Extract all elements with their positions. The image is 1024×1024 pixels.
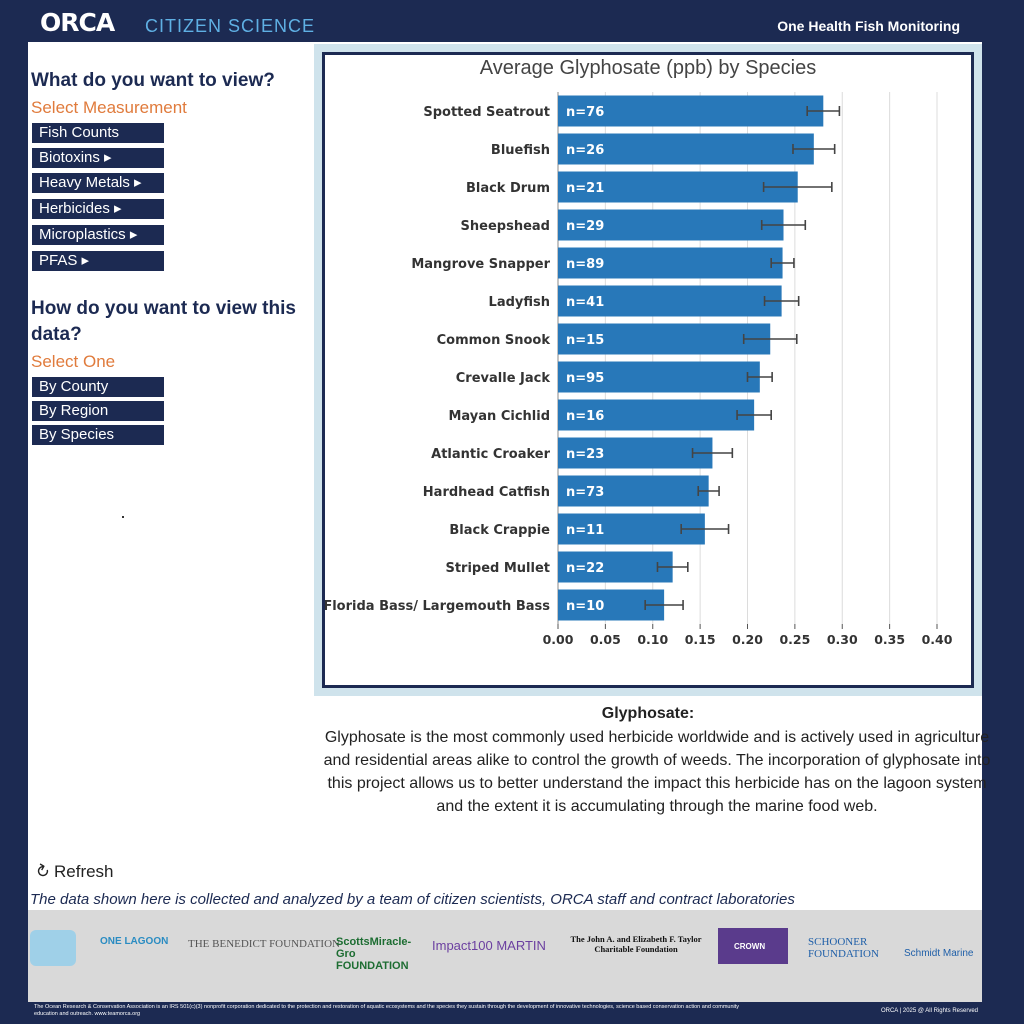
bar [558,361,760,393]
category-label: Mangrove Snapper [411,257,550,272]
bar [558,285,782,317]
category-label: Striped Mullet [445,561,550,576]
description-text: Glyphosate is the most commonly used her… [323,729,991,815]
refresh-label: Refresh [53,862,114,881]
stray-dot [122,516,124,518]
category-label: Ladyfish [489,295,550,310]
data-label: n=10 [566,599,604,614]
view-by-county[interactable]: By County [32,377,164,397]
category-label: Bluefish [491,143,550,158]
bar [558,133,814,165]
sponsor-taylor: The John A. and Elizabeth F. Taylor Char… [570,934,702,954]
bar [558,475,709,507]
data-label: n=41 [566,295,604,310]
refresh-icon: ↻ [31,859,54,884]
sponsor-benedict: THE BENEDICT FOUNDATION [188,938,340,950]
x-tick-label: 0.00 [543,632,574,647]
bar [558,551,673,583]
data-label: n=29 [566,219,604,234]
bar [558,171,798,203]
x-tick-label: 0.30 [827,632,858,647]
footer-copyright: ORCA | 2025 @ All Rights Reserved [880,1008,978,1014]
data-label: n=26 [566,143,604,158]
citizen-science-logo: CITIZEN SCIENCE [145,16,316,36]
x-tick-label: 0.35 [874,632,905,647]
view-by-species[interactable]: By Species [32,425,164,445]
view-question: How do you want to view this data? [31,298,296,345]
data-label: n=23 [566,447,604,462]
x-tick-label: 0.20 [732,632,763,647]
menu-heavy-metals[interactable]: Heavy Metals ▸ [32,173,164,193]
measurement-hint: Select Measurement [31,98,187,117]
category-label: Spotted Seatrout [423,105,550,120]
bar-chart: 0.00 0.05 0.10 0.15 0.20 0.25 0.30 0.35 0.40 Spot… [325,92,953,647]
bar [558,323,771,355]
bar [558,437,713,469]
bar [558,95,824,127]
footer-bar [0,1002,1024,1024]
site-title: One Health Fish Monitoring [777,18,960,34]
sponsor-crown-logo [718,928,788,964]
category-label: Mayan Cichlid [448,409,550,424]
category-label: Black Crappie [449,523,550,538]
footer-about: The Ocean Research & Conservation Associ… [34,1004,740,1017]
orca-logo[interactable]: ORCA [40,8,115,37]
data-label: n=21 [566,181,604,196]
data-label: n=22 [566,561,604,576]
category-label: Black Drum [466,181,550,196]
category-label: Sheepshead [461,219,550,234]
x-tick-label: 0.10 [637,632,668,647]
data-label: n=76 [566,105,604,120]
chart-panel: Average Glyphosate (ppb) by Species 0.00… [322,52,974,688]
sponsor-schooner: SCHOONER FOUNDATION [808,936,879,960]
data-label: n=11 [566,523,604,538]
sponsor-fish-logo [30,930,76,966]
category-label: Atlantic Croaker [431,447,550,462]
view-by-region[interactable]: By Region [32,401,164,421]
menu-herbicides[interactable]: Herbicides ▸ [32,199,164,219]
bar [558,399,755,431]
chart-title: Average Glyphosate (ppb) by Species [479,57,817,79]
category-label: Hardhead Catfish [423,485,550,500]
sponsor-one-lagoon: ONE LAGOON [100,936,169,947]
menu-microplastics[interactable]: Microplastics ▸ [32,225,164,245]
data-label: n=15 [566,333,604,348]
sponsor-schmidt: Schmidt Marine [904,948,974,959]
category-label: Florida Bass/ Largemouth Bass [325,599,550,614]
view-hint: Select One [31,352,116,371]
category-label: Common Snook [437,333,551,348]
menu-fish-counts[interactable]: Fish Counts [32,123,164,143]
data-label: n=95 [566,371,604,386]
x-tick-label: 0.15 [685,632,716,647]
x-tick-label: 0.40 [922,632,953,647]
bar [558,247,783,279]
category-label: Crevalle Jack [456,371,551,386]
sponsor-impact100: Impact100 MARTIN [432,938,546,953]
x-tick-label: 0.05 [590,632,621,647]
sponsor-strip: ONE LAGOON THE BENEDICT FOUNDATION Scott… [28,910,982,1002]
x-tick-label: 0.25 [779,632,810,647]
description-title: Glyphosate: [601,705,695,722]
data-label: n=16 [566,409,604,424]
bar [558,209,784,241]
menu-pfas[interactable]: PFAS ▸ [32,251,164,271]
refresh-button[interactable]: ↻ Refresh [31,860,114,884]
data-label: n=73 [566,485,604,500]
menu-biotoxins[interactable]: Biotoxins ▸ [32,148,164,168]
sponsor-crown: CROWN [734,942,766,951]
data-footnote: The data shown here is collected and ana… [30,891,795,908]
measurement-question: What do you want to view? [31,70,275,91]
top-bar [0,0,1024,42]
data-label: n=89 [566,257,604,272]
sponsor-scotts: ScottsMiracle-Gro FOUNDATION [336,936,412,972]
